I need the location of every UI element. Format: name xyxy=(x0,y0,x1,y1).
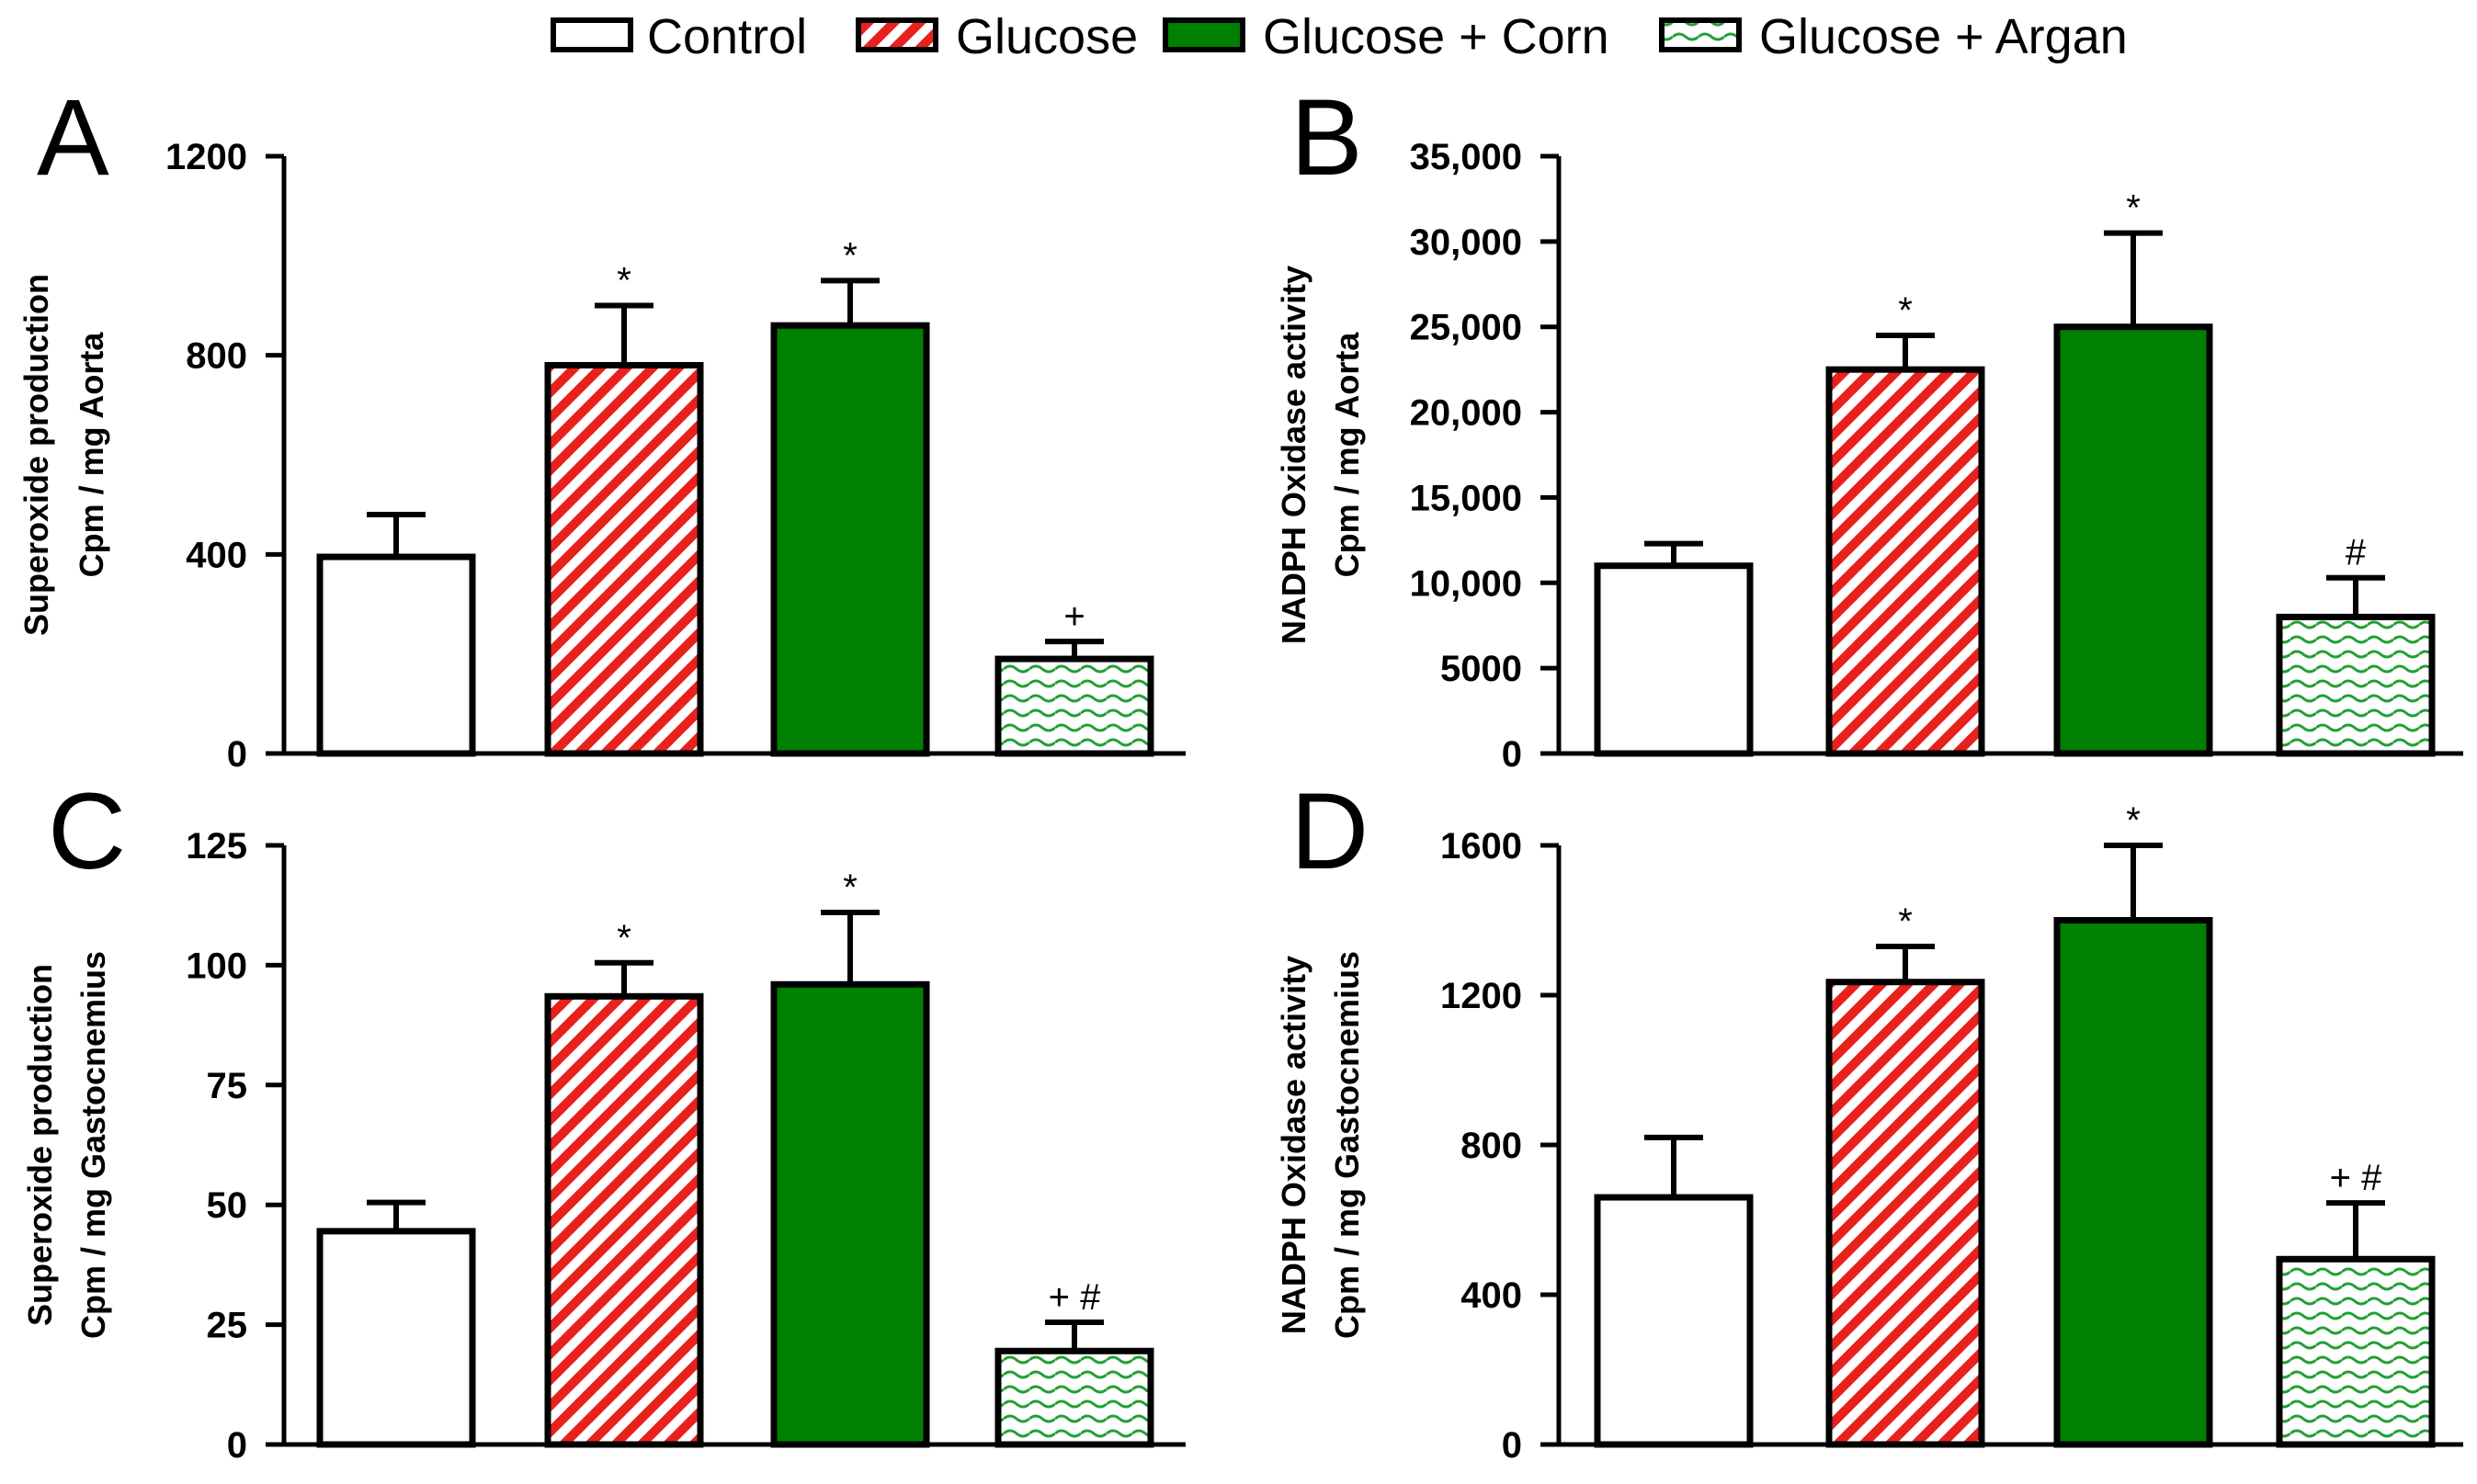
y-axis-label-b: NADPH Oxidase activity xyxy=(1275,266,1312,644)
significance-mark-c-3: * xyxy=(843,867,858,908)
significance-mark-d-3: * xyxy=(2126,800,2141,841)
legend-label-control: Control xyxy=(647,9,807,64)
bar-c-2 xyxy=(544,992,704,1448)
legend-label-glucose: Glucose xyxy=(956,9,1138,64)
y-tick-label-c-5: 125 xyxy=(186,826,247,867)
y-axis-unit-label-d: Cpm / mg Gastocnemius xyxy=(1328,951,1366,1339)
significance-mark-b-4: # xyxy=(2346,533,2367,573)
y-tick-label-b-3: 15,000 xyxy=(1410,478,1522,518)
legend-swatch-glucose-argan xyxy=(1659,17,1742,52)
y-tick-label-b-7: 35,000 xyxy=(1410,137,1522,177)
significance-mark-d-2: * xyxy=(1898,901,1913,942)
y-tick-label-c-0: 0 xyxy=(227,1425,247,1466)
y-tick-label-c-1: 25 xyxy=(207,1306,248,1346)
panel-letter-a: A xyxy=(37,77,109,198)
y-tick-label-b-1: 5000 xyxy=(1440,649,1522,689)
y-axis-label-a: Superoxide production xyxy=(17,274,55,636)
y-tick-label-b-6: 30,000 xyxy=(1410,222,1522,263)
panel-letter-b: B xyxy=(1290,77,1363,198)
bar-d-4 xyxy=(2276,1255,2436,1448)
chart-panels: * * +0 400 800 1200 Superoxide production Cpm /… xyxy=(17,137,2463,1466)
legend-item-control: Control xyxy=(551,9,807,64)
significance-mark-a-2: * xyxy=(617,261,631,301)
legend-item-glucose: Glucose xyxy=(856,9,1138,64)
bar-d-3 xyxy=(2053,917,2213,1448)
y-axis-label-d: NADPH Oxidase activity xyxy=(1275,956,1312,1334)
bar-a-3 xyxy=(770,322,930,757)
y-axis-unit-label-b: Cpm / mg Aorta xyxy=(1328,332,1366,578)
bar-b-4 xyxy=(2276,613,2436,757)
bar-b-2 xyxy=(1825,366,1985,757)
bar-b-3 xyxy=(2053,323,2213,757)
y-tick-label-d-3: 1200 xyxy=(1440,976,1522,1016)
y-tick-label-c-3: 75 xyxy=(207,1066,248,1106)
bar-a-1 xyxy=(316,553,476,757)
legend-swatch-control xyxy=(551,17,633,52)
chart-panel-b: * * #0 5000 10,000 15,000 20,000 25,000 30,000 35… xyxy=(1275,137,2463,775)
y-axis-unit-label-c: Cpm / mg Gastocnemius xyxy=(74,951,112,1339)
significance-mark-b-3: * xyxy=(2126,188,2141,229)
significance-mark-c-2: * xyxy=(617,918,631,958)
significance-mark-c-4: + # xyxy=(1049,1277,1101,1318)
y-tick-label-a-1: 400 xyxy=(186,535,247,575)
legend: Control Glucose Glucose + Corn Glucose +… xyxy=(551,9,2128,64)
legend-swatch-glucose-corn xyxy=(1163,17,1245,52)
bar-b-1 xyxy=(1594,562,1754,757)
bar-a-4 xyxy=(994,655,1154,757)
y-tick-label-b-4: 20,000 xyxy=(1410,393,1522,434)
significance-mark-d-4: + # xyxy=(2330,1158,2382,1198)
y-tick-label-c-4: 100 xyxy=(186,946,247,986)
significance-mark-a-4: + xyxy=(1063,596,1085,637)
legend-label-glucose-argan: Glucose + Argan xyxy=(1759,9,2128,64)
y-axis-unit-label-a: Cpm / mg Aorta xyxy=(73,332,110,578)
y-tick-label-d-2: 800 xyxy=(1460,1126,1522,1166)
chart-panel-c: * * + # 0 25 50 75 100 125 Superoxide production C… xyxy=(21,826,1186,1466)
legend-item-glucose-corn: Glucose + Corn xyxy=(1163,9,1609,64)
legend-label-glucose-corn: Glucose + Corn xyxy=(1263,9,1609,64)
y-tick-label-d-0: 0 xyxy=(1502,1425,1522,1466)
bar-d-2 xyxy=(1825,979,1985,1448)
y-axis-label-c: Superoxide production xyxy=(21,964,59,1326)
y-tick-label-a-2: 800 xyxy=(186,336,247,377)
y-tick-label-b-5: 25,000 xyxy=(1410,308,1522,348)
y-tick-label-a-0: 0 xyxy=(227,734,247,775)
bar-d-1 xyxy=(1594,1194,1754,1448)
bar-c-3 xyxy=(770,980,930,1448)
bar-c-4 xyxy=(994,1347,1154,1448)
bar-c-1 xyxy=(316,1228,476,1448)
y-tick-label-b-2: 10,000 xyxy=(1410,563,1522,604)
panel-letter-d: D xyxy=(1290,771,1369,892)
y-tick-label-d-4: 1600 xyxy=(1440,826,1522,867)
significance-mark-a-3: * xyxy=(843,235,858,276)
panel-letter-c: C xyxy=(48,771,126,892)
significance-mark-b-2: * xyxy=(1898,290,1913,331)
bar-a-2 xyxy=(544,362,704,757)
y-tick-label-c-2: 50 xyxy=(207,1185,248,1226)
chart-panel-d: * * + # 0 400 800 1200 1600 NADPH Oxidase activi… xyxy=(1275,800,2463,1466)
y-tick-label-d-1: 400 xyxy=(1460,1275,1522,1316)
y-tick-label-a-3: 1200 xyxy=(165,137,247,177)
y-tick-label-b-0: 0 xyxy=(1502,734,1522,775)
chart-panel-a: * * +0 400 800 1200 Superoxide production Cpm /… xyxy=(17,137,1186,775)
legend-item-glucose-argan: Glucose + Argan xyxy=(1659,9,2128,64)
legend-swatch-glucose xyxy=(856,17,938,52)
